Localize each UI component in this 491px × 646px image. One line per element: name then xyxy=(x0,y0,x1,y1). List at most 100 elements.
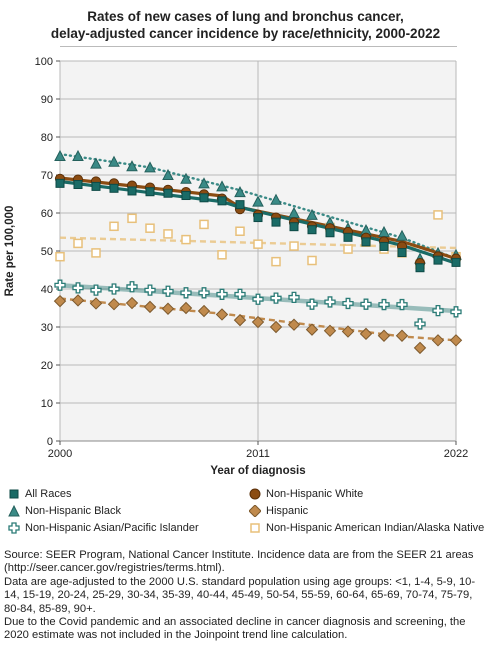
open-square-marker-icon xyxy=(250,523,260,533)
data-point-all-races xyxy=(325,228,335,238)
data-point-non-hispanic-asian-pacific-islander xyxy=(108,283,120,295)
data-point-hispanic xyxy=(413,341,427,355)
data-point-all-races xyxy=(253,213,263,223)
legend-label: All Races xyxy=(25,488,72,500)
data-point-non-hispanic-asian-pacific-islander xyxy=(126,281,138,293)
footnote-source: Source: SEER Program, National Cancer In… xyxy=(4,549,474,575)
data-point-non-hispanic-asian-pacific-islander xyxy=(432,305,444,317)
data-point-all-races xyxy=(451,257,461,267)
chart-title-line-1: Rates of new cases of lung and bronchus … xyxy=(87,9,404,24)
legend-item-all-races: All Races xyxy=(8,488,71,500)
data-point-all-races xyxy=(217,196,227,206)
data-point-non-hispanic-american-indian-alaska-native xyxy=(109,221,119,232)
data-point-hispanic xyxy=(269,320,283,334)
data-point-hispanic xyxy=(215,308,229,321)
data-point-non-hispanic-american-indian-alaska-native xyxy=(343,244,353,254)
data-point-all-races xyxy=(433,255,443,265)
y-tick-label: 10 xyxy=(41,398,53,410)
square-marker-icon xyxy=(9,489,19,499)
data-point-all-races xyxy=(235,200,245,210)
data-point-all-races xyxy=(361,237,371,247)
data-point-non-hispanic-black xyxy=(90,157,102,169)
data-point-all-races xyxy=(145,187,155,197)
circle-marker-icon xyxy=(249,488,261,500)
data-point-non-hispanic-black xyxy=(144,161,156,173)
data-point-hispanic xyxy=(395,329,409,342)
data-point-non-hispanic-asian-pacific-islander xyxy=(270,292,282,304)
data-point-non-hispanic-american-indian-alaska-native xyxy=(307,255,317,266)
data-point-non-hispanic-asian-pacific-islander xyxy=(378,298,390,311)
x-axis: 2000 2011 2022 xyxy=(48,441,468,460)
data-point-hispanic xyxy=(143,300,157,314)
data-point-non-hispanic-american-indian-alaska-native xyxy=(127,213,137,224)
legend-label: Non-Hispanic Black xyxy=(25,505,121,517)
x-tick-label: 2022 xyxy=(444,448,468,460)
plus-marker-icon xyxy=(8,522,20,534)
data-point-non-hispanic-black xyxy=(252,195,264,207)
trend-line-non-hispanic-american-indian-alaska-native xyxy=(59,236,457,250)
data-point-non-hispanic-black xyxy=(396,229,408,241)
data-point-non-hispanic-american-indian-alaska-native xyxy=(73,238,83,249)
title-divider xyxy=(60,46,457,47)
data-point-all-races xyxy=(271,217,281,227)
data-points xyxy=(53,149,463,355)
legend-label: Non-Hispanic White xyxy=(266,488,364,500)
data-point-all-races xyxy=(415,263,425,273)
data-point-all-races xyxy=(163,188,173,198)
x-tick-label: 2000 xyxy=(48,448,72,460)
data-point-non-hispanic-black xyxy=(306,208,318,220)
y-axis: 0 10 20 30 40 50 60 70 80 90 100 xyxy=(35,56,60,448)
data-point-all-races xyxy=(343,232,353,242)
y-tick-label: 80 xyxy=(41,132,53,144)
data-point-non-hispanic-asian-pacific-islander xyxy=(90,284,102,296)
footnote-age-adjustment: Data are age-adjusted to the 2000 U.S. s… xyxy=(4,575,476,615)
y-tick-label: 70 xyxy=(41,170,53,182)
data-point-non-hispanic-asian-pacific-islander xyxy=(342,297,354,310)
data-point-non-hispanic-asian-pacific-islander xyxy=(396,298,408,311)
y-tick-label: 50 xyxy=(41,246,53,258)
data-point-non-hispanic-asian-pacific-islander xyxy=(252,293,264,305)
data-point-hispanic xyxy=(251,315,265,329)
y-tick-label: 90 xyxy=(41,94,53,106)
data-point-hispanic xyxy=(53,294,67,308)
chart-title-line-2: delay-adjusted cancer incidence by race/… xyxy=(50,26,441,41)
data-point-hispanic xyxy=(89,297,103,310)
y-axis-label: Rate per 100,000 xyxy=(4,206,16,297)
data-point-all-races xyxy=(397,248,407,258)
y-tick-label: 0 xyxy=(47,436,53,448)
data-point-non-hispanic-black xyxy=(126,160,138,172)
data-point-non-hispanic-asian-pacific-islander xyxy=(306,298,318,310)
data-point-non-hispanic-asian-pacific-islander xyxy=(234,288,246,300)
data-point-hispanic xyxy=(377,329,391,342)
data-point-non-hispanic-american-indian-alaska-native xyxy=(217,250,227,260)
data-point-non-hispanic-american-indian-alaska-native xyxy=(253,239,263,249)
data-point-non-hispanic-american-indian-alaska-native xyxy=(145,223,155,233)
data-point-non-hispanic-asian-pacific-islander xyxy=(180,287,192,299)
data-point-non-hispanic-asian-pacific-islander xyxy=(450,306,462,318)
data-point-non-hispanic-black xyxy=(72,149,84,161)
legend-label: Non-Hispanic American Indian/Alaska Nati… xyxy=(266,522,485,534)
footnote: Source: SEER Program, National Cancer In… xyxy=(4,549,488,643)
data-point-non-hispanic-black xyxy=(198,177,210,189)
x-axis-label: Year of diagnosis xyxy=(210,465,305,477)
data-point-non-hispanic-american-indian-alaska-native xyxy=(55,251,65,262)
data-point-hispanic xyxy=(161,302,175,315)
data-point-non-hispanic-asian-pacific-islander xyxy=(360,298,372,310)
y-tick-label: 40 xyxy=(41,284,53,296)
diamond-marker-icon xyxy=(249,505,261,517)
data-point-hispanic xyxy=(197,304,211,318)
data-point-hispanic xyxy=(233,313,247,327)
data-point-non-hispanic-american-indian-alaska-native xyxy=(289,241,299,251)
data-point-non-hispanic-black xyxy=(180,172,192,184)
y-tick-label: 100 xyxy=(35,56,53,68)
y-tick-label: 20 xyxy=(41,360,53,372)
data-point-non-hispanic-asian-pacific-islander xyxy=(288,291,300,304)
legend-item-non-hispanic-black: Non-Hispanic Black xyxy=(8,505,121,517)
legend-item-asian-pacific-islander: Non-Hispanic Asian/Pacific Islander xyxy=(8,522,199,534)
data-point-hispanic xyxy=(71,294,85,307)
data-point-hispanic xyxy=(287,318,301,331)
data-point-non-hispanic-black xyxy=(54,149,66,161)
data-point-hispanic xyxy=(107,297,121,311)
data-point-hispanic xyxy=(323,324,337,338)
data-point-non-hispanic-american-indian-alaska-native xyxy=(163,229,173,239)
